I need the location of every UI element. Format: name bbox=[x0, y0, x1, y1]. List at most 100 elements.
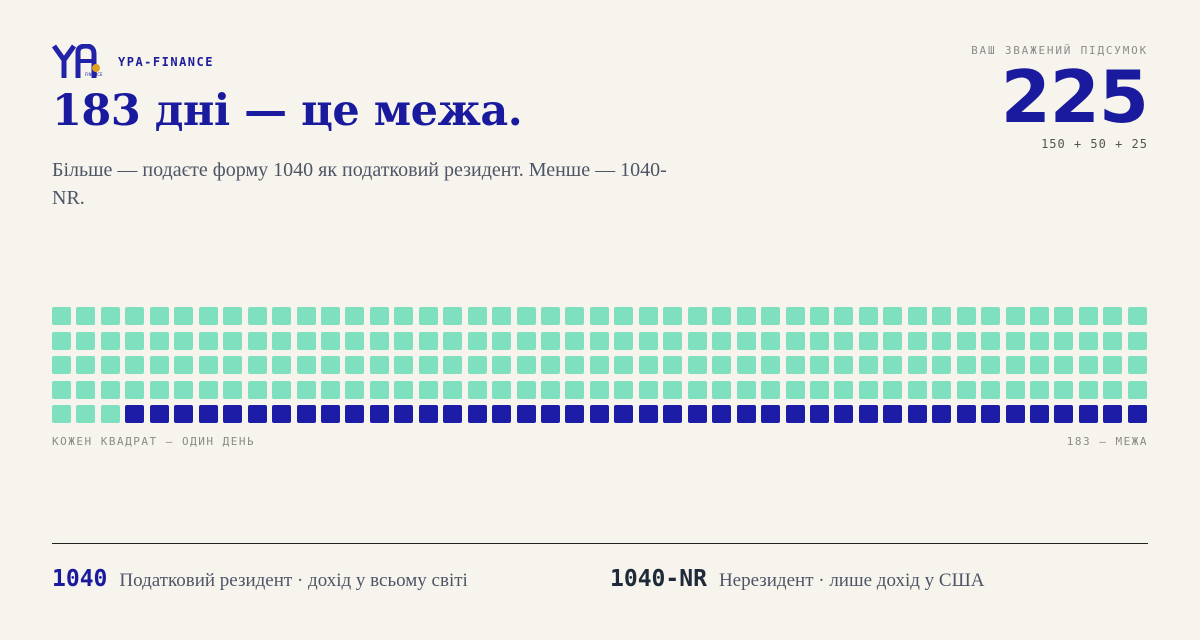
day-square-counted bbox=[52, 331, 71, 350]
day-square-remaining bbox=[1103, 405, 1123, 423]
day-square-counted bbox=[565, 331, 585, 350]
day-square-remaining bbox=[125, 405, 145, 423]
day-square-counted bbox=[1054, 307, 1074, 325]
day-square-remaining bbox=[1005, 405, 1025, 423]
day-square-counted bbox=[492, 331, 512, 350]
day-square-remaining bbox=[149, 405, 169, 423]
legend-1040-nr: 1040-NR Нерезидент · лише дохід у США bbox=[610, 566, 985, 592]
day-square-counted bbox=[223, 307, 243, 325]
day-square-counted bbox=[149, 380, 169, 399]
day-square-remaining bbox=[541, 405, 560, 423]
day-square-counted bbox=[516, 356, 536, 374]
day-square-counted bbox=[712, 307, 732, 325]
day-square-counted bbox=[52, 307, 71, 325]
day-square-remaining bbox=[858, 405, 878, 423]
day-square-counted bbox=[1078, 331, 1098, 350]
day-square-counted bbox=[223, 331, 243, 350]
day-square-counted bbox=[272, 307, 291, 325]
day-square-counted bbox=[394, 331, 414, 350]
day-square-counted bbox=[1054, 331, 1074, 350]
day-square-counted bbox=[467, 307, 487, 325]
score-value: 225 bbox=[1000, 55, 1149, 139]
day-square-counted bbox=[761, 356, 780, 374]
day-square-counted bbox=[345, 380, 365, 399]
day-square-counted bbox=[565, 380, 585, 399]
day-square-counted bbox=[932, 380, 952, 399]
day-square-remaining bbox=[198, 405, 218, 423]
day-square-counted bbox=[663, 380, 683, 399]
day-square-counted bbox=[198, 307, 218, 325]
day-square-counted bbox=[125, 356, 145, 374]
brand-name: YPA-FINANCE bbox=[118, 55, 214, 69]
day-square-counted bbox=[100, 356, 120, 374]
day-square-remaining bbox=[687, 405, 707, 423]
day-square-counted bbox=[712, 331, 732, 350]
day-square-counted bbox=[883, 307, 903, 325]
day-square-counted bbox=[834, 307, 854, 325]
day-square-counted bbox=[394, 380, 414, 399]
day-square-remaining bbox=[932, 405, 952, 423]
day-square-counted bbox=[809, 331, 829, 350]
day-square-counted bbox=[712, 356, 732, 374]
day-square-counted bbox=[369, 356, 389, 374]
day-square-counted bbox=[638, 380, 658, 399]
day-square-counted bbox=[1054, 356, 1074, 374]
ypa-logo: FINANCE bbox=[51, 43, 108, 80]
day-square-counted bbox=[174, 380, 194, 399]
day-square-counted bbox=[638, 307, 658, 325]
day-square-counted bbox=[589, 356, 609, 374]
day-square-counted bbox=[1005, 380, 1025, 399]
day-square-counted bbox=[76, 380, 96, 399]
divider bbox=[52, 543, 1148, 544]
day-square-counted bbox=[785, 380, 805, 399]
day-square-counted bbox=[320, 307, 340, 325]
day-square-remaining bbox=[785, 405, 805, 423]
day-square-counted bbox=[149, 356, 169, 374]
day-square-counted bbox=[1127, 307, 1147, 325]
day-square-remaining bbox=[761, 405, 780, 423]
day-square-counted bbox=[932, 307, 952, 325]
day-square-counted bbox=[638, 356, 658, 374]
day-square-counted bbox=[858, 307, 878, 325]
day-square-counted bbox=[516, 331, 536, 350]
day-square-counted bbox=[467, 380, 487, 399]
day-square-remaining bbox=[907, 405, 927, 423]
day-square-counted bbox=[345, 356, 365, 374]
day-square-counted bbox=[76, 405, 96, 423]
day-square-remaining bbox=[883, 405, 903, 423]
day-square-counted bbox=[1127, 356, 1147, 374]
legend-text-1040-nr: Нерезидент · лише дохід у США bbox=[718, 570, 985, 591]
brand: FINANCE YPA-FINANCE bbox=[51, 43, 214, 80]
day-square-counted bbox=[565, 356, 585, 374]
day-square-counted bbox=[809, 307, 829, 325]
day-square-counted bbox=[1054, 380, 1074, 399]
grid-caption-left: КОЖЕН КВАДРАТ — ОДИН ДЕНЬ bbox=[52, 435, 256, 448]
day-square-remaining bbox=[320, 405, 340, 423]
day-square-counted bbox=[1127, 380, 1147, 399]
day-square-remaining bbox=[247, 405, 267, 423]
legend-code-1040: 1040 bbox=[52, 566, 108, 592]
day-square-counted bbox=[516, 307, 536, 325]
day-square-counted bbox=[932, 331, 952, 350]
day-square-counted bbox=[247, 356, 267, 374]
legend-text-1040: Податковий резидент · дохід у всьому сві… bbox=[119, 570, 468, 591]
day-square-remaining bbox=[1054, 405, 1074, 423]
day-square-counted bbox=[1030, 307, 1049, 325]
day-square-counted bbox=[492, 356, 512, 374]
day-square-counted bbox=[100, 405, 120, 423]
day-square-counted bbox=[223, 356, 243, 374]
day-square-counted bbox=[785, 356, 805, 374]
day-square-counted bbox=[981, 331, 1001, 350]
day-square-remaining bbox=[956, 405, 976, 423]
day-square-remaining bbox=[981, 405, 1001, 423]
day-square-counted bbox=[52, 356, 71, 374]
day-square-counted bbox=[858, 331, 878, 350]
day-square-remaining bbox=[443, 405, 463, 423]
day-square-remaining bbox=[394, 405, 414, 423]
day-square-counted bbox=[687, 331, 707, 350]
day-square-counted bbox=[52, 405, 71, 423]
day-square-remaining bbox=[492, 405, 512, 423]
day-square-remaining bbox=[712, 405, 732, 423]
day-square-counted bbox=[565, 307, 585, 325]
day-square-counted bbox=[76, 307, 96, 325]
